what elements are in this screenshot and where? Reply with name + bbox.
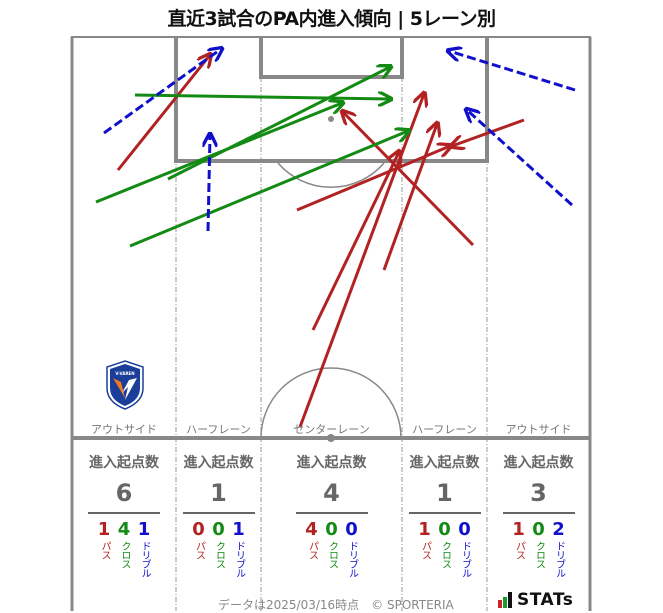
pass-label: パス xyxy=(193,541,205,559)
pass-arrows xyxy=(116,55,525,428)
pass-count: 1 xyxy=(97,519,111,540)
entry-count-header: 進入起点数 xyxy=(89,455,159,471)
lane-label-halfspace-right: ハーフレーン xyxy=(412,423,477,436)
entry-count-header: 進入起点数 xyxy=(409,455,480,471)
lane-stats-halfspace-left: 進入起点数 1 0 パス 0 クロス 1 ドリブル xyxy=(176,452,261,577)
cross-count: 0 xyxy=(212,519,225,540)
entry-count-header: 進入起点数 xyxy=(183,455,254,471)
dribble-label: ドリブル xyxy=(346,541,358,577)
pass-count: 4 xyxy=(305,519,318,540)
pass-label: パス xyxy=(306,541,318,559)
pass-label: パス xyxy=(513,541,525,559)
cross-count: 0 xyxy=(532,519,545,540)
dribble-label: ドリブル xyxy=(553,541,565,577)
data-source-note: データは2025/03/16時点 © SPORTERIA xyxy=(218,598,454,612)
lane-label-halfspace-left: ハーフレーン xyxy=(186,423,251,436)
cross-arrows xyxy=(95,67,408,248)
entry-total: 1 xyxy=(210,479,227,507)
svg-text:V-VAREN: V-VAREN xyxy=(115,371,134,376)
entry-total: 6 xyxy=(115,479,133,507)
dribble-arrows xyxy=(103,49,576,232)
entry-total: 3 xyxy=(530,479,547,507)
cross-label: クロス xyxy=(119,541,130,568)
dribble-label: ドリブル xyxy=(459,541,471,577)
dribble-count: 2 xyxy=(552,519,565,540)
cross-count: 4 xyxy=(117,519,131,540)
pass-count: 1 xyxy=(418,519,431,540)
lane-label-center: センターレーン xyxy=(293,423,370,436)
chart-title: 直近3試合のPA内進入傾向 | 5レーン別 xyxy=(167,8,496,30)
pass-label: パス xyxy=(419,541,431,559)
center-spot xyxy=(327,434,335,442)
dribble-label: ドリブル xyxy=(139,541,150,577)
lane-stats-outside-left: 進入起点数 6 1 パス 4 クロス 1 ドリブル xyxy=(72,452,176,577)
cross-count: 0 xyxy=(438,519,451,540)
penalty-spot xyxy=(328,116,334,122)
entry-count-header: 進入起点数 xyxy=(503,455,574,471)
lane-stats-outside-right: 進入起点数 3 1 パス 0 クロス 2 ドリブル xyxy=(487,452,590,577)
lane-label-outside-left: アウトサイド xyxy=(91,423,157,436)
entry-count-header: 進入起点数 xyxy=(296,455,367,471)
lane-dividers xyxy=(175,37,488,611)
cross-label: クロス xyxy=(326,541,338,568)
cross-count: 0 xyxy=(325,519,338,540)
dribble-label: ドリブル xyxy=(233,541,245,577)
pass-label: パス xyxy=(99,541,110,559)
dribble-count: 0 xyxy=(458,519,471,540)
pass-count: 1 xyxy=(512,519,525,540)
dribble-count: 1 xyxy=(137,519,151,540)
brand-name: STATs xyxy=(517,590,574,610)
team-logo-icon: V-VAREN xyxy=(106,360,144,410)
cross-label: クロス xyxy=(533,541,545,568)
lane-stats-center: 進入起点数 4 4 パス 0 クロス 0 ドリブル xyxy=(261,452,402,577)
entry-total: 4 xyxy=(323,479,340,507)
dribble-count: 0 xyxy=(345,519,358,540)
cross-label: クロス xyxy=(213,541,225,568)
bar-chart-icon xyxy=(498,592,512,608)
pass-count: 0 xyxy=(192,519,205,540)
brand-logo: STATs xyxy=(498,590,573,610)
dribble-count: 1 xyxy=(232,519,245,540)
lane-stats-halfspace-right: 進入起点数 1 1 パス 0 クロス 0 ドリブル xyxy=(402,452,487,577)
cross-label: クロス xyxy=(439,541,451,568)
lane-label-outside-right: アウトサイド xyxy=(505,423,572,436)
entry-total: 1 xyxy=(436,479,453,507)
